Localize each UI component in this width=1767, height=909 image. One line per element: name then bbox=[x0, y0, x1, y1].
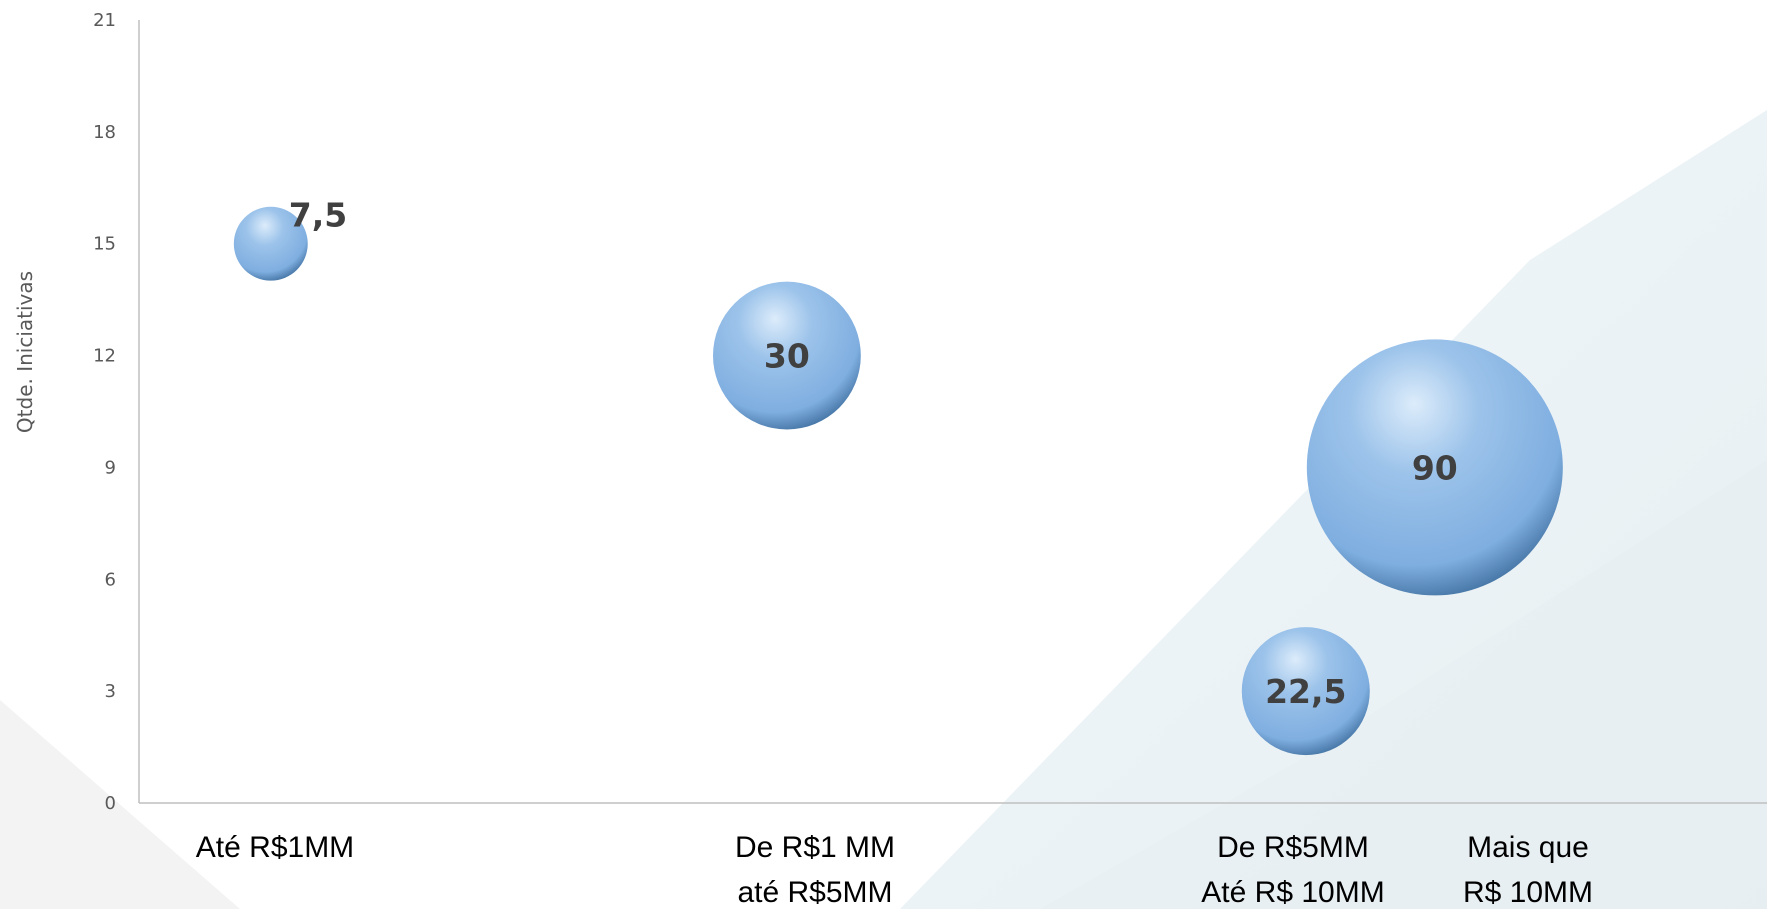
y-tick-labels: 0 3 6 9 12 15 18 21 bbox=[93, 10, 116, 814]
y-tick-label: 12 bbox=[93, 346, 116, 367]
y-tick-label: 0 bbox=[105, 793, 116, 814]
y-tick-label: 15 bbox=[93, 234, 116, 255]
category-label: Mais que bbox=[1467, 831, 1589, 864]
bubble-point bbox=[713, 281, 861, 430]
category-label: até R$5MM bbox=[737, 876, 892, 909]
background-band-stripe bbox=[1040, 460, 1767, 909]
bubble-point bbox=[233, 206, 308, 281]
y-tick-label: 6 bbox=[105, 569, 116, 590]
y-tick-label: 21 bbox=[93, 10, 116, 31]
bubble-data-label: 22,5 bbox=[1265, 672, 1346, 711]
category-label: Até R$1MM bbox=[196, 831, 354, 864]
category-labels: Até R$1MM De R$1 MM até R$5MM De R$5MM Até R… bbox=[196, 831, 1593, 909]
y-tick-label: 3 bbox=[105, 681, 116, 702]
background-band-left bbox=[0, 700, 240, 909]
y-tick-label: 9 bbox=[105, 457, 116, 478]
bubble-data-label: 7,5 bbox=[289, 196, 347, 235]
y-axis-title: Qtde. Iniciativas bbox=[13, 271, 37, 433]
category-label: R$ 10MM bbox=[1463, 876, 1593, 909]
category-label: De R$5MM bbox=[1217, 831, 1369, 864]
y-tick-label: 18 bbox=[93, 122, 116, 143]
bubble-data-labels: 7,5 30 22,5 90 bbox=[289, 196, 1458, 711]
bubble-point bbox=[1306, 339, 1563, 596]
bubble-data-label: 90 bbox=[1412, 448, 1458, 487]
category-label: De R$1 MM bbox=[735, 831, 895, 864]
bubble-data-label: 30 bbox=[764, 337, 810, 376]
bubble-series bbox=[233, 206, 1563, 756]
bubble-point bbox=[1241, 627, 1370, 756]
category-label: Até R$ 10MM bbox=[1201, 876, 1384, 909]
